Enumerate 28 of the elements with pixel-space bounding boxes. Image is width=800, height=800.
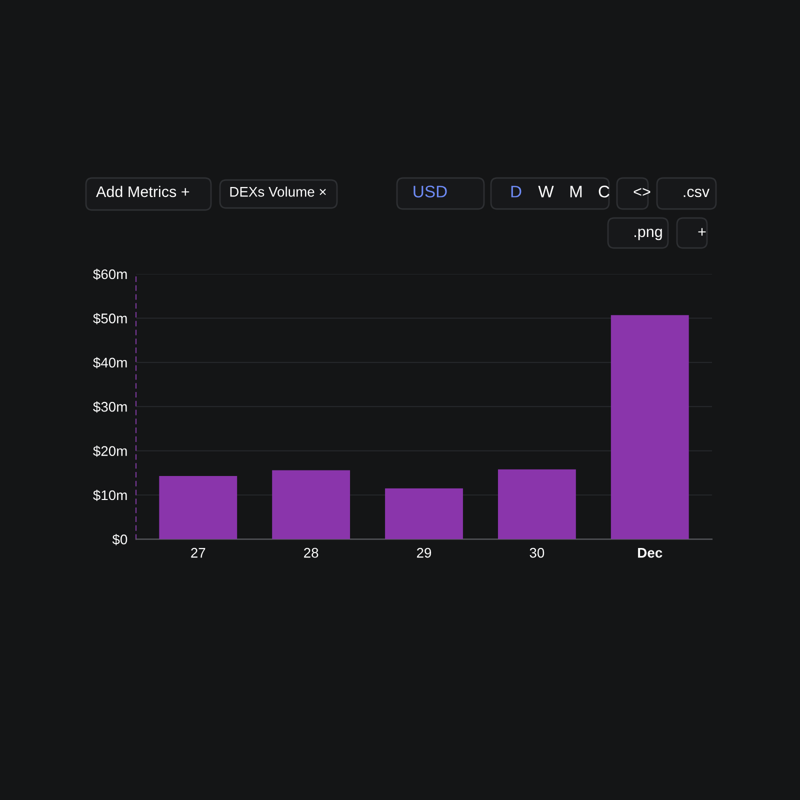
bar	[610, 315, 689, 540]
x-tick-label: 27	[191, 548, 206, 558]
y-tick-label: $30m	[93, 401, 127, 413]
y-tick-label: $20m	[93, 446, 127, 457]
text: D	[511, 186, 522, 198]
text: W	[538, 186, 554, 198]
y-tick-label: $40m	[93, 357, 127, 368]
text: DEXs Volume ×	[230, 186, 326, 197]
x-tick-label: Dec	[638, 548, 662, 558]
text: Add Metrics +	[96, 186, 190, 198]
text: <>	[634, 188, 650, 196]
y-tick-label: $0	[112, 534, 128, 546]
x-tick-label: 29	[416, 548, 432, 558]
text: +	[698, 228, 706, 236]
text: USD	[414, 186, 447, 198]
text: C	[598, 186, 610, 198]
bar	[498, 469, 576, 540]
bar	[272, 470, 350, 540]
x-tick-label: 28	[304, 548, 318, 558]
y-tick-label: $60m	[93, 268, 127, 280]
y-tick-label: $50m	[93, 312, 127, 324]
bar	[385, 488, 463, 540]
y-tick-label: $10m	[93, 490, 127, 501]
text: M	[570, 186, 582, 198]
text: .png	[634, 228, 662, 240]
bar	[159, 476, 238, 540]
x-tick-label: 30	[530, 548, 544, 558]
text: .csv	[684, 188, 710, 198]
